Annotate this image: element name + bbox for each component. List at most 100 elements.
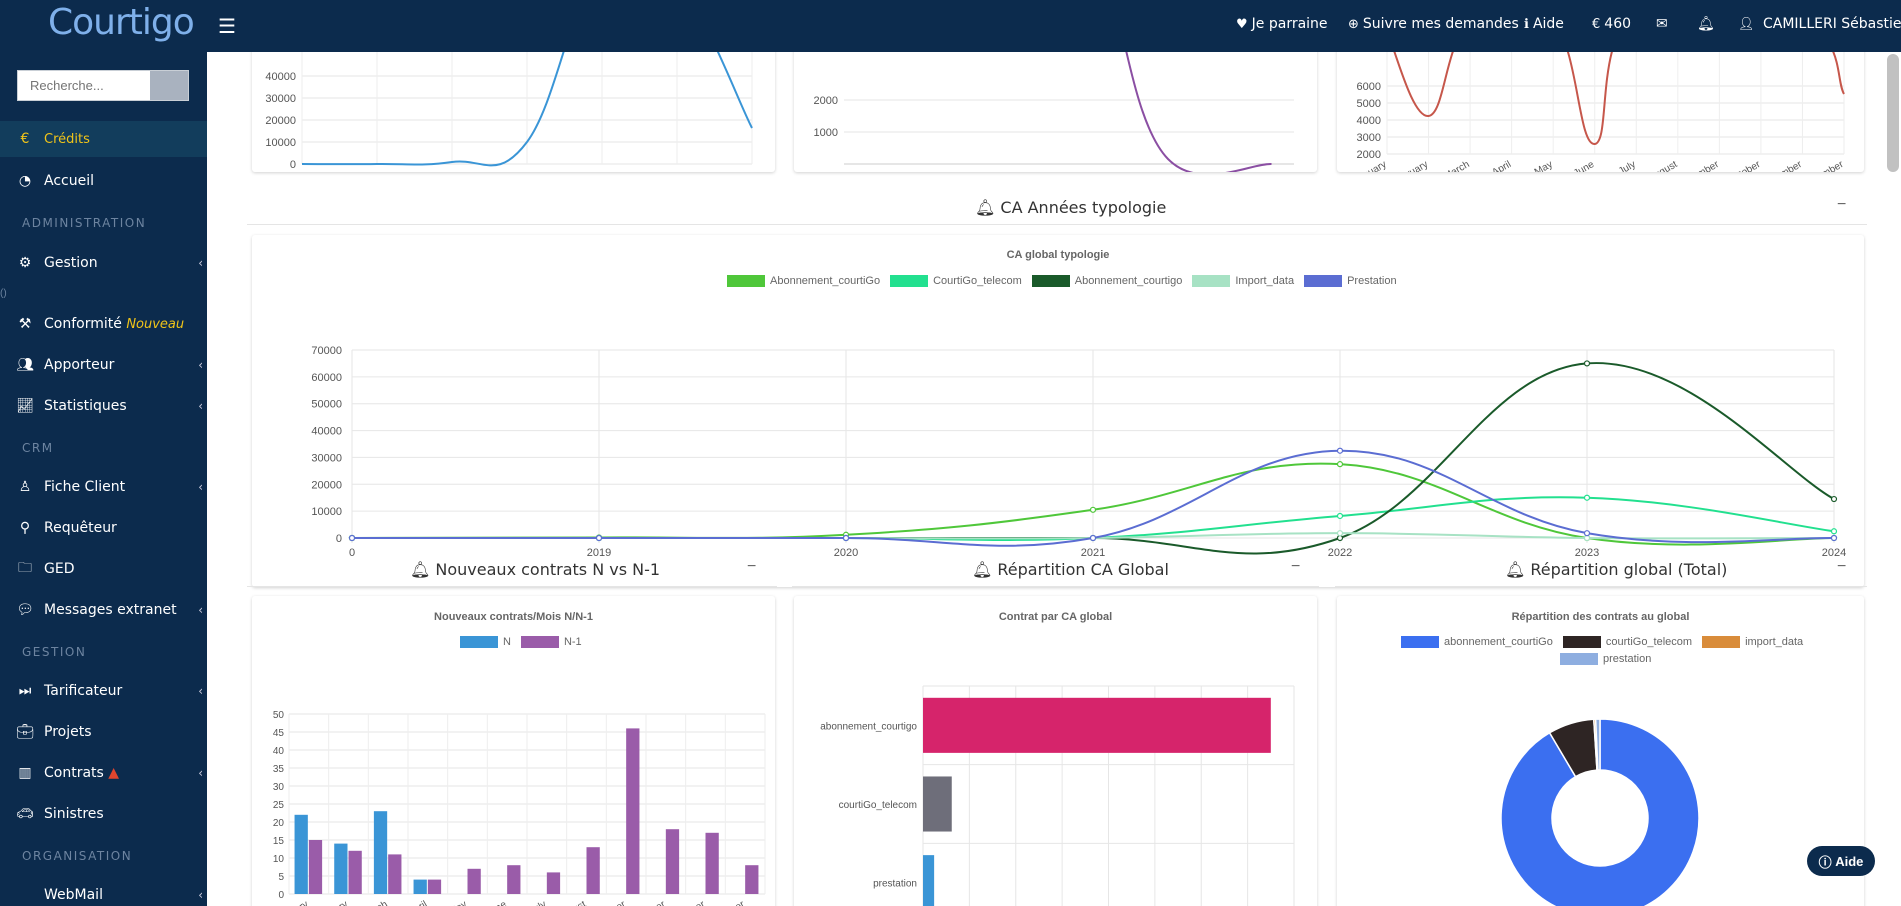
credits-balance[interactable]: €460	[1592, 16, 1632, 32]
y-tick-label: 10000	[265, 137, 296, 149]
repartition-ca-card: Contrat par CA global 100002000030000400…	[794, 596, 1317, 906]
x-tick-label: 2024	[1822, 547, 1846, 559]
sidebar-item-accueil[interactable]: ◔ Accueil	[0, 164, 207, 198]
fast-forward-icon: ⏭	[18, 683, 32, 699]
x-tick-label: March	[360, 899, 390, 906]
collapse-button[interactable]: −	[1837, 558, 1847, 575]
sidebar-item-contrats[interactable]: ▥ Contrats ▲ ‹	[0, 756, 207, 790]
legend-item[interactable]: import_data	[1702, 636, 1803, 649]
bell-icon: 🔔︎	[410, 560, 431, 579]
repartition-doughnut-chart	[1500, 718, 1700, 906]
scrollbar-thumb[interactable]	[1887, 54, 1899, 172]
x-tick-label: 2023	[665, 171, 689, 172]
stray-text: ()	[0, 288, 7, 299]
repartition-global-card: Répartition des contrats au global abonn…	[1337, 596, 1864, 906]
sidebar-item-gestion[interactable]: ⚙ Gestion ‹	[0, 246, 207, 280]
y-tick-label: 1000	[814, 127, 838, 139]
legend-item[interactable]: N	[460, 636, 511, 649]
x-tick-label: February	[912, 171, 957, 172]
pie-legend: abonnement_courtiGo courtiGo_telecom imp…	[1401, 636, 1803, 649]
legend-swatch	[890, 275, 929, 288]
y-tick-label: 6000	[1357, 81, 1381, 93]
y-tick-label: 30	[273, 782, 285, 793]
ca-chart-legend: Abonnement_courtiGo CourtiGo_telecom Abo…	[727, 275, 1397, 288]
info-icon: ℹ	[1524, 17, 1529, 32]
x-tick-label: 0	[349, 547, 355, 559]
legend-item[interactable]: Prestation	[1304, 275, 1397, 288]
euro-icon: €	[20, 131, 30, 147]
hamburger-icon[interactable]: ☰	[218, 16, 236, 38]
x-tick-label: February	[310, 899, 350, 906]
bell-icon[interactable]: 🔔︎	[1697, 16, 1715, 32]
data-point	[1830, 495, 1838, 503]
x-tick-label: 2021	[1081, 547, 1105, 559]
legend-item[interactable]: N-1	[520, 636, 582, 649]
sidebar-item-sinistres[interactable]: 🚗︎ Sinistres	[0, 797, 207, 831]
legend-swatch	[520, 636, 559, 649]
bar	[923, 697, 1271, 753]
nouveaux-legend: N N-1	[460, 636, 582, 649]
sidebar-item-tarificateur[interactable]: ⏭ Tarificateur ‹	[0, 674, 207, 708]
mail-icon[interactable]: ✉	[1656, 16, 1668, 32]
briefcase-icon: 💼︎	[16, 724, 34, 740]
sidebar-item-projets[interactable]: 💼︎ Projets	[0, 715, 207, 749]
legend-swatch	[1304, 275, 1343, 288]
courtigo-logo[interactable]: Courtigo	[48, 2, 195, 43]
aide-link[interactable]: ℹ Aide	[1524, 16, 1564, 32]
suivre-demandes-link[interactable]: ⊕ Suivre mes demandes	[1348, 16, 1519, 32]
x-tick-label: 2022	[1328, 547, 1352, 559]
x-tick-label: May	[447, 899, 469, 906]
y-tick-label: 3000	[1357, 132, 1381, 144]
x-tick-label: 2024	[740, 171, 764, 172]
legend-item[interactable]: Abonnement_courtigo	[1031, 275, 1182, 288]
collapse-button[interactable]: −	[747, 558, 757, 575]
collapse-button[interactable]: −	[1291, 558, 1301, 575]
gavel-icon: ⚒	[18, 316, 32, 332]
bar	[923, 855, 935, 906]
y-tick-label: 40000	[311, 426, 342, 438]
legend-item[interactable]: Abonnement_courtiGo	[727, 275, 880, 288]
search-button[interactable]	[150, 71, 188, 100]
legend-swatch	[1401, 636, 1439, 649]
parrainage-link[interactable]: ♥ Je parraine	[1236, 16, 1328, 32]
y-tick-label: 35	[273, 764, 285, 775]
repartition-ca-hbar-chart: 1000020000300004000050000600007000080000…	[820, 685, 1295, 906]
ca-chart-title: CA global typologie	[1006, 249, 1110, 261]
bell-icon: 🔔︎	[972, 560, 993, 579]
comments-icon: 💬︎	[16, 602, 34, 618]
legend-item[interactable]: courtiGo_telecom	[1562, 636, 1692, 649]
chevron-left-icon: ‹	[198, 888, 203, 902]
sidebar-item-conformite[interactable]: ⚒ Conformité Nouveau	[0, 307, 207, 341]
question-icon: ⓘ	[1818, 854, 1836, 870]
legend-item[interactable]: Import_data	[1192, 275, 1294, 288]
bar	[745, 865, 759, 894]
x-tick-label: October	[1726, 159, 1763, 172]
sidebar-item-fiche-client[interactable]: ♙ Fiche Client ‹	[0, 470, 207, 504]
sidebar-item-ged[interactable]: 🗀 GED	[0, 552, 207, 586]
floating-help-button[interactable]: ⓘ Aide	[1807, 846, 1875, 876]
x-tick-label: January	[824, 171, 864, 172]
user-menu[interactable]: 👤︎ CAMILLERI Sébastien	[1738, 16, 1901, 32]
sidebar-item-statistiques[interactable]: 📈︎ Statistiques ‹	[0, 389, 207, 423]
y-tick-label: 5000	[1357, 98, 1381, 110]
x-tick-label: March	[1022, 171, 1053, 172]
legend-item[interactable]: abonnement_courtiGo	[1401, 636, 1553, 649]
y-tick-label: 0	[336, 533, 342, 545]
data-point	[1583, 530, 1591, 537]
y-tick-label: 5	[278, 872, 284, 883]
x-tick-label: June	[1572, 159, 1597, 172]
x-tick-label: December	[1800, 159, 1846, 172]
legend-item[interactable]: prestation	[1560, 653, 1651, 666]
collapse-button[interactable]: −	[1837, 196, 1847, 213]
sidebar-item-webmail[interactable]: WebMail ‹	[44, 887, 203, 903]
sidebar-item-requeteur[interactable]: ⚲ Requêteur	[0, 511, 207, 545]
bar	[546, 872, 561, 894]
search-input[interactable]	[18, 71, 150, 100]
sidebar-item-apporteur[interactable]: 👥︎ Apporteur ‹	[0, 348, 207, 382]
top-navbar: Courtigo ☰ ♥ Je parraine ⊕ Suivre mes dema…	[0, 0, 1901, 52]
bar	[467, 868, 481, 894]
data-point	[1336, 512, 1344, 520]
legend-item[interactable]: CourtiGo_telecom	[890, 275, 1022, 288]
sidebar-item-credits[interactable]: € Crédits	[0, 121, 207, 157]
sidebar-item-messages[interactable]: 💬︎ Messages extranet ‹	[0, 593, 207, 627]
